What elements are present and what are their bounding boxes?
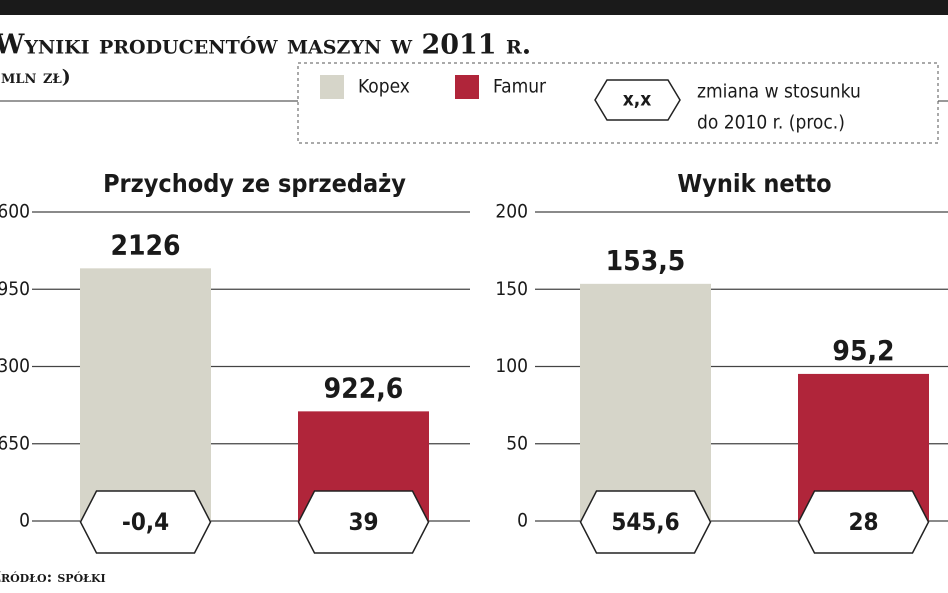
value-label: 95,2 [832,334,894,367]
y-tick-label: 0 [517,510,528,532]
legend-label: Famur [493,76,547,98]
source: Źródło: spółki [0,568,106,586]
panel-title: Przychody ze sprzedaży [103,169,406,198]
y-tick-label: 50 [506,432,528,454]
subtitle: (mln zł) [0,66,71,88]
legend-change-text: zmiana w stosunku [697,81,861,103]
value-label: 922,6 [324,371,404,404]
title: Wyniki producentów maszyn w 2011 r. [0,30,531,61]
change-hexagon [797,490,930,554]
change-label: 39 [348,508,378,536]
legend-hexagon [594,79,681,121]
y-tick-label: 200 [495,201,528,223]
change-label: 28 [848,508,878,536]
panel-title: Wynik netto [677,169,831,198]
top-band [0,0,948,15]
y-tick-label: 0 [19,510,30,532]
value-label: 2126 [110,228,180,261]
legend-label: Kopex [358,76,410,98]
bar [80,268,211,521]
legend-swatch [320,75,344,99]
y-tick-label: 100 [495,355,528,377]
y-tick-label: 150 [495,278,528,300]
change-hexagon [579,490,712,554]
y-tick-label: 1300 [0,355,30,377]
y-tick-label: 650 [0,432,30,454]
value-label: 153,5 [606,244,686,277]
change-hexagon [79,490,212,554]
legend-swatch [455,75,479,99]
bar [580,283,711,521]
legend-change-symbol: x,x [623,89,652,111]
y-tick-label: 1950 [0,278,30,300]
legend-change-text: do 2010 r. (proc.) [697,112,845,134]
change-label: -0,4 [122,508,169,536]
y-tick-label: 2600 [0,201,30,223]
change-hexagon [297,490,430,554]
change-label: 545,6 [611,508,679,536]
